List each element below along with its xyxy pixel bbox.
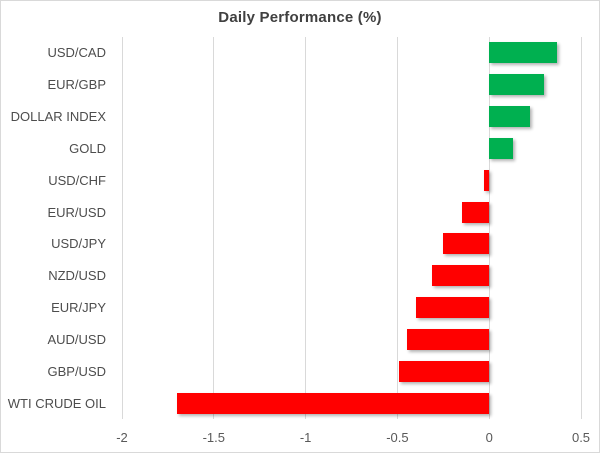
gridline	[305, 37, 307, 419]
x-tick-label--0-5: -0.5	[386, 430, 409, 445]
category-label-gold: GOLD	[69, 140, 106, 156]
category-label-dollar-index: DOLLAR INDEX	[10, 109, 106, 125]
category-label-eur-usd: EUR/USD	[47, 204, 106, 220]
bar-wti-crude-oil	[177, 392, 490, 414]
gridline	[213, 37, 215, 419]
category-label-wti-crude-oil: WTI CRUDE OIL	[7, 395, 106, 411]
bar-usd-chf	[483, 169, 490, 191]
bar-eur-jpy	[415, 297, 490, 319]
gridline	[121, 37, 123, 419]
bar-eur-gbp	[489, 74, 545, 96]
x-axis-tick-row: -2 -1.5 -1 -0.5 0 0.5	[116, 430, 590, 446]
bar-eur-usd	[461, 201, 490, 223]
x-tick-label--1: -1	[299, 430, 312, 445]
category-label-usd-chf: USD/CHF	[48, 172, 106, 188]
gridline	[488, 37, 490, 419]
bar-dollar-index	[489, 106, 530, 128]
bar-nzd-usd	[432, 265, 490, 287]
bar-usd-jpy	[443, 233, 490, 255]
category-label-usd-jpy: USD/JPY	[51, 236, 106, 252]
bar-gold	[489, 137, 514, 159]
bar-aud-usd	[406, 328, 490, 350]
category-label-usd-cad: USD/CAD	[47, 45, 106, 61]
chart-title: Daily Performance (%)	[218, 9, 382, 26]
gridline	[396, 37, 398, 419]
x-tick-label-0: 0	[485, 430, 493, 445]
category-label-gbp-usd: GBP/USD	[47, 363, 106, 379]
gridline	[580, 37, 582, 419]
plot-area	[121, 37, 582, 419]
x-tick-label--1-5: -1.5	[202, 430, 225, 445]
bar-gbp-usd	[399, 360, 490, 382]
category-label-eur-gbp: EUR/GBP	[47, 77, 106, 93]
x-tick-label--2: -2	[116, 430, 128, 445]
category-label-aud-usd: AUD/USD	[47, 331, 106, 347]
category-label-nzd-usd: NZD/USD	[48, 268, 106, 284]
bar-usd-cad	[489, 42, 558, 64]
category-labels-column: USD/CAD EUR/GBP DOLLAR INDEX GOLD USD/CHF EUR…	[1, 37, 108, 419]
x-tick-label-0-5: 0.5	[571, 430, 591, 445]
category-label-eur-jpy: EUR/JPY	[51, 300, 106, 316]
